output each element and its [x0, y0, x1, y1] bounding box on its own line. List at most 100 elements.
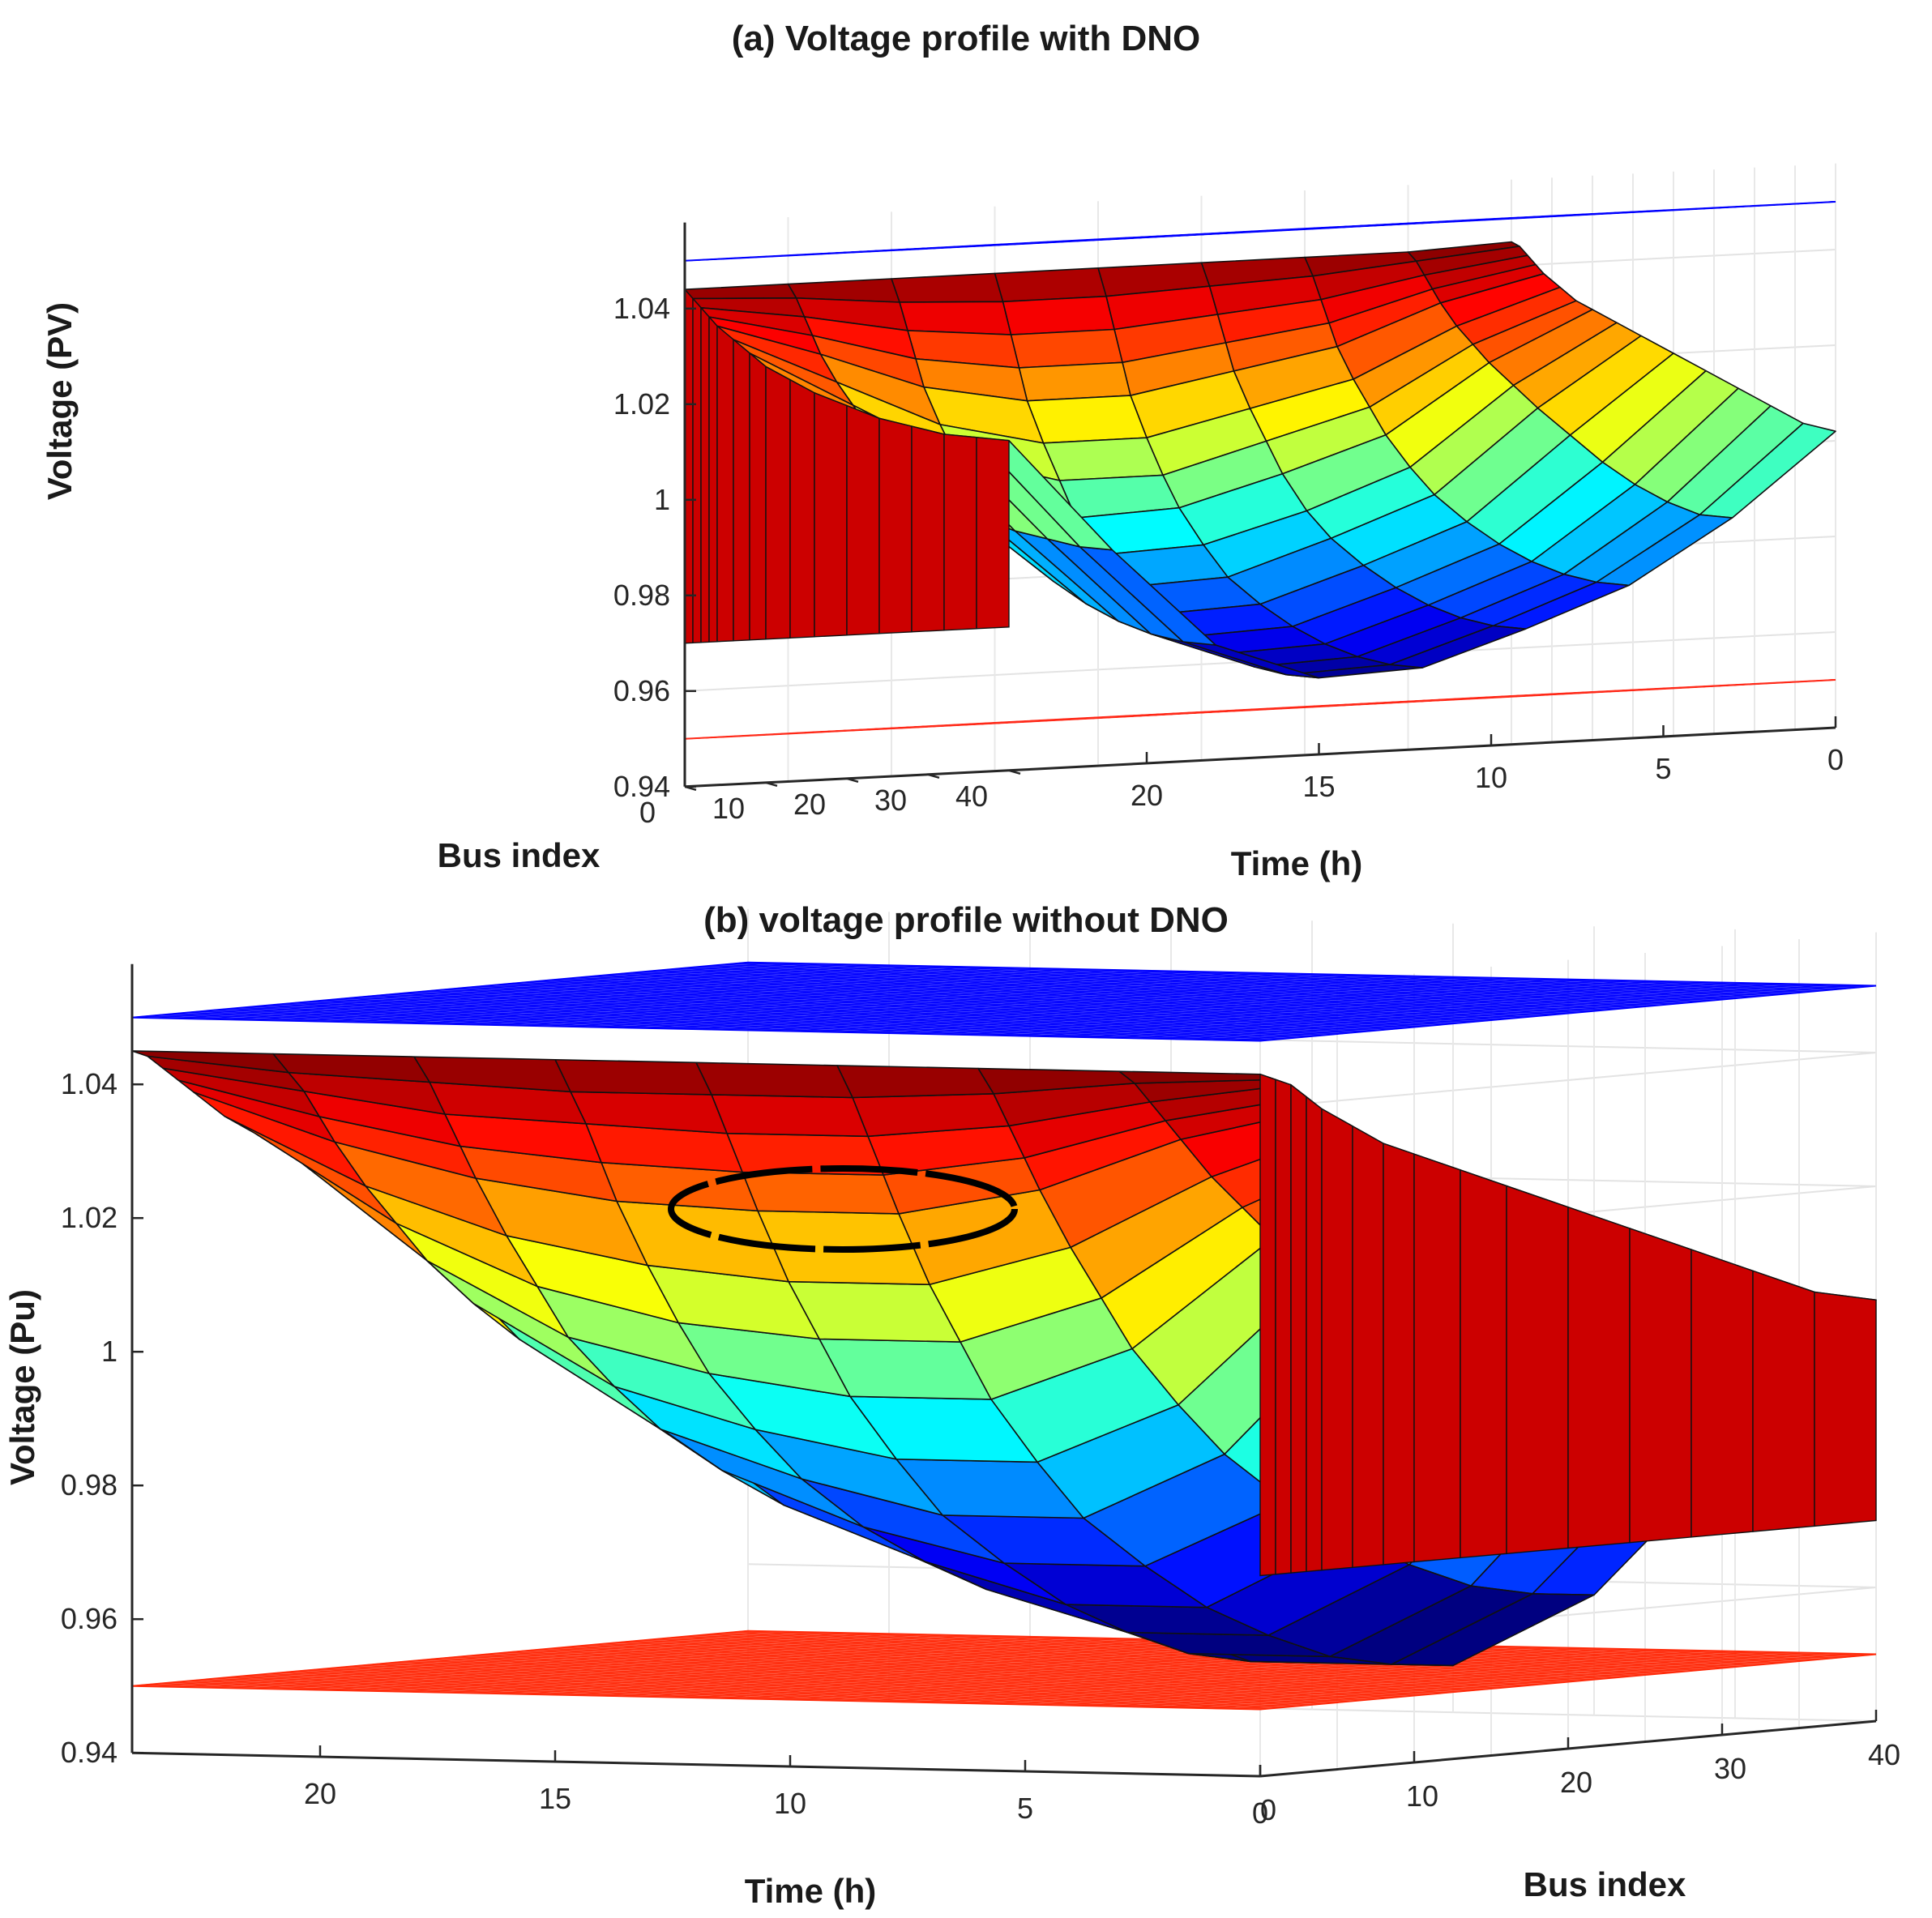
b-z-tick-label: 1.04	[61, 1067, 118, 1100]
a-v-tick	[927, 773, 940, 780]
b-upper-plane-mesh-v	[587, 976, 1716, 1001]
b-lower-plane-mesh-v	[547, 1648, 1676, 1673]
b-upper-plane-mesh-u	[254, 964, 871, 1021]
b-lower-plane-mesh-u	[279, 1633, 895, 1690]
b-surface-patch	[695, 1062, 853, 1099]
chart-b-annotation	[668, 1165, 1018, 1253]
b-v-tick-label: 40	[1868, 1738, 1900, 1771]
b-z-tick-label: 1	[101, 1335, 118, 1368]
b-upper-plane-mesh-u	[131, 962, 749, 1019]
a-u-tick-label: 15	[1302, 770, 1335, 803]
a-v-tick	[846, 777, 859, 784]
b-upper-plane-mesh-v	[467, 987, 1596, 1012]
a-v-tick-label: 0	[639, 796, 656, 829]
b-upper-plane-mesh-v	[520, 982, 1649, 1007]
b-lower-plane-mesh-v	[507, 1651, 1635, 1677]
b-annotation-ellipse	[668, 1165, 1018, 1253]
b-upper-plane-mesh-v	[734, 963, 1863, 988]
a-lower-plane-mesh-v	[684, 695, 1512, 740]
a-surface-curtain	[708, 315, 718, 643]
a-y-axis-label: Time (h)	[1231, 844, 1363, 882]
b-lower-plane-mesh-v	[520, 1651, 1649, 1676]
chart-b-svg: 0.94 0.96 0.98 1 1.02 1.04 0 5 10 15 20 0 10 20 30 40 (b…	[3, 900, 1900, 1910]
b-surface-patch	[131, 1050, 289, 1074]
b-upper-plane-mesh-v	[494, 985, 1622, 1010]
b-lower-plane-mesh-v	[467, 1655, 1596, 1681]
b-upper-plane-mesh-v	[547, 980, 1676, 1005]
b-chart-title: (b) voltage profile without DNO	[703, 900, 1229, 940]
b-surface-patch	[742, 1171, 900, 1215]
a-surface-patch	[891, 272, 1004, 303]
a-surface-curtain	[846, 404, 880, 636]
b-z-tick-label: 0.96	[61, 1602, 118, 1635]
b-lower-plane-mesh-v	[533, 1649, 1662, 1674]
a-surface-patch	[1010, 328, 1123, 369]
a-surface-curtain	[716, 324, 734, 643]
chart-b-upper-limit-plane	[131, 961, 1877, 1042]
chart-b-axes	[130, 963, 1878, 1778]
b-surface-patch	[711, 1094, 869, 1138]
b-surface-curtain	[1752, 1270, 1815, 1532]
a-z-tick-label: 1.02	[613, 387, 670, 421]
b-upper-plane-mesh-u	[156, 962, 773, 1019]
b-surface-curtain	[1506, 1185, 1569, 1555]
b-u-tick-label: 10	[774, 1787, 806, 1820]
b-lower-plane-mesh-v	[131, 1685, 1261, 1711]
b-upper-plane-mesh-v	[601, 975, 1729, 1000]
b-upper-plane-mesh-v	[453, 988, 1582, 1013]
a-surface-curtain	[733, 338, 750, 642]
chart-b-lower-limit-plane	[131, 1630, 1877, 1711]
b-lower-plane-mesh-v	[574, 1646, 1703, 1671]
b-z-tick-label: 0.98	[61, 1468, 118, 1502]
b-upper-plane-mesh-v	[560, 978, 1689, 1003]
a-surface-curtain	[692, 297, 702, 644]
b-upper-plane-mesh-v	[667, 968, 1796, 994]
chart-a-lower-limit-plane	[684, 679, 1836, 740]
a-v-tick-label: 40	[955, 780, 988, 813]
b-surface-curtain	[1460, 1168, 1507, 1559]
b-lower-plane-mesh-u	[205, 1631, 822, 1689]
b-surface-curtain	[1352, 1125, 1384, 1569]
b-lower-plane-mesh-u	[156, 1630, 773, 1688]
chart-a-axes	[683, 222, 1837, 792]
a-chart-title: (a) Voltage profile with DNO	[732, 19, 1201, 58]
b-v-tick-label: 30	[1714, 1752, 1746, 1785]
b-upper-plane-mesh-v	[533, 980, 1662, 1006]
a-v-tick-label: 30	[874, 784, 907, 817]
a-surface-curtain	[911, 425, 945, 633]
chart-a-surface	[684, 241, 1836, 679]
b-surface-patch	[836, 1065, 994, 1099]
a-x-axis-label: Bus index	[438, 836, 601, 874]
b-surface-curtain	[1413, 1153, 1461, 1563]
b-surface-curtain	[1321, 1108, 1353, 1571]
chart-a-upper-limit-plane	[684, 201, 1836, 262]
a-surface-patch	[684, 283, 797, 300]
b-upper-plane-mesh-v	[627, 972, 1756, 997]
a-surface-curtain	[749, 352, 767, 641]
b-z-axis-label: Voltage (Pu)	[3, 1289, 41, 1485]
b-u-tick-label: 20	[304, 1777, 336, 1810]
a-v-tick-label: 10	[712, 792, 745, 825]
b-lower-plane-mesh-u	[131, 1630, 749, 1687]
a-u-tick-label: 20	[1131, 779, 1163, 812]
panel-b: 0.94 0.96 0.98 1 1.02 1.04 0 5 10 15 20 0 10 20 30 40 (b…	[0, 891, 1932, 1914]
a-surface-curtain	[700, 305, 710, 643]
a-surface-patch	[1018, 361, 1131, 402]
a-v-tick	[684, 785, 697, 792]
b-upper-plane-mesh-v	[681, 968, 1810, 993]
a-surface-patch	[1002, 295, 1115, 335]
a-surface-patch	[1042, 437, 1164, 481]
a-z-tick-label: 0.98	[613, 579, 670, 612]
b-upper-plane-mesh-u	[229, 963, 847, 1020]
b-upper-plane-mesh-u	[279, 964, 895, 1022]
panel-a: 0.94 0.96 0.98 1 1.02 1.04 0 5 10 15 20 0 10 20 30 40 (a…	[0, 0, 1932, 891]
a-surface-patch	[1026, 395, 1148, 444]
b-lower-plane-mesh-v	[480, 1654, 1609, 1679]
a-v-tick	[1008, 769, 1021, 775]
chart-b-labels: 0.94 0.96 0.98 1 1.02 1.04 0 5 10 15 20 0 10 20 30 40 (b…	[3, 900, 1900, 1910]
b-lower-plane-mesh-u	[181, 1631, 797, 1688]
b-upper-plane-mesh-v	[707, 965, 1836, 990]
b-v-tick-label: 0	[1260, 1793, 1276, 1826]
b-lower-plane-mesh-u	[229, 1632, 847, 1689]
